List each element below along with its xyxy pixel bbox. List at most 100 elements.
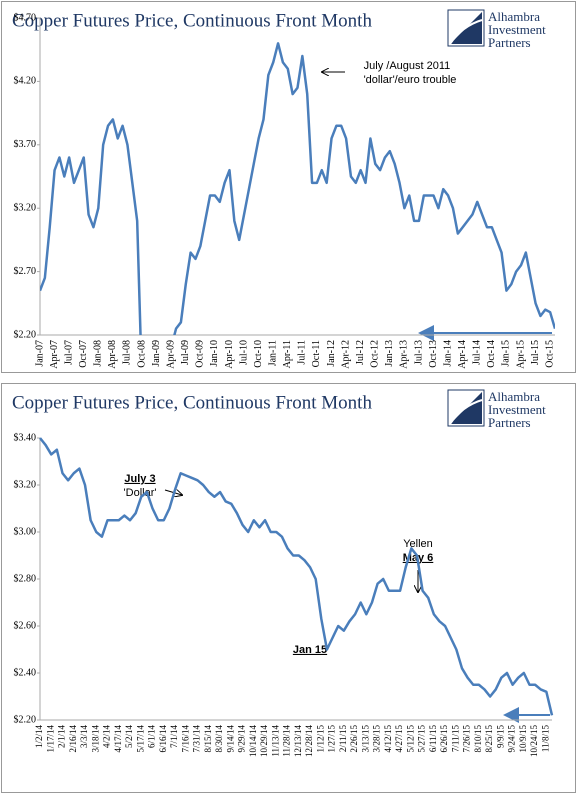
x-tick-label: Jul-08 (122, 340, 133, 365)
x-tick-label: 9/14/14 (225, 725, 235, 753)
y-tick-label: $3.00 (14, 526, 37, 537)
x-tick-label: 12/28/14 (304, 725, 314, 758)
chart-title: Copper Futures Price, Continuous Front M… (12, 10, 372, 31)
x-tick-label: 7/16/14 (180, 725, 190, 753)
x-tick-label: 7/26/15 (462, 725, 472, 753)
x-tick-label: 2/1/14 (57, 725, 67, 749)
x-tick-label: 11/28/14 (282, 725, 292, 757)
x-tick-label: 4/27/15 (394, 725, 404, 753)
x-tick-label: Oct-07 (78, 340, 89, 368)
x-tick-label: 4/2/14 (102, 725, 112, 749)
x-tick-label: Oct-10 (253, 340, 264, 368)
x-tick-label: 12/13/14 (293, 725, 303, 758)
x-tick-label: 5/2/14 (124, 725, 134, 749)
logo-text: Partners (488, 35, 531, 50)
x-tick-label: Jul-11 (297, 340, 308, 365)
x-tick-label: 10/24/15 (529, 725, 539, 758)
x-tick-label: 1/27/15 (327, 725, 337, 753)
logo-text: Alhambra (488, 389, 540, 404)
y-tick-label: $3.70 (14, 139, 37, 150)
x-tick-label: 7/31/14 (192, 725, 202, 753)
annotation: Yellen (403, 538, 433, 550)
y-tick-label: $2.20 (14, 329, 37, 340)
x-tick-label: 8/10/15 (473, 725, 483, 753)
logo-text: Partners (488, 415, 531, 430)
x-tick-label: 6/26/15 (439, 725, 449, 753)
y-tick-label: $4.70 (14, 12, 37, 23)
x-tick-label: Jul-09 (180, 340, 191, 365)
y-tick-label: $2.60 (14, 620, 37, 631)
y-tick-label: $2.80 (14, 573, 37, 584)
chart-title: Copper Futures Price, Continuous Front M… (12, 392, 372, 413)
logo-icon (447, 9, 485, 47)
x-tick-label: Apr-14 (457, 340, 468, 369)
annotation: Jan 15 (293, 644, 327, 656)
x-tick-label: 11/13/14 (270, 725, 280, 757)
x-tick-label: Oct-15 (544, 340, 555, 368)
y-tick-label: $2.40 (14, 667, 37, 678)
x-tick-label: Apr-07 (49, 340, 60, 369)
x-tick-label: 6/16/14 (158, 725, 168, 753)
x-tick-label: 4/12/15 (383, 725, 393, 753)
logo-text: Investment (488, 402, 546, 417)
x-tick-label: Jan-11 (268, 340, 279, 366)
annotation: 'dollar'/euro trouble (364, 74, 457, 86)
x-tick-label: 5/27/15 (417, 725, 427, 753)
price-line (39, 437, 554, 716)
x-tick-label: Jul-13 (413, 340, 424, 365)
x-tick-label: Jul-12 (355, 340, 366, 365)
x-tick-label: 7/1/14 (169, 725, 179, 749)
x-tick-label: Oct-11 (311, 340, 322, 367)
x-tick-label: 9/24/15 (507, 725, 517, 753)
x-tick-label: Apr-10 (224, 340, 235, 369)
x-tick-label: 3/3/14 (79, 725, 89, 749)
x-tick-label: 9/9/15 (495, 725, 505, 749)
x-tick-label: Jan-07 (34, 340, 45, 367)
x-tick-label: 8/25/15 (484, 725, 494, 753)
x-tick-label: Apr-12 (340, 340, 351, 369)
x-tick-label: Jan-14 (442, 340, 453, 367)
x-tick-label: Apr-15 (515, 340, 526, 369)
logo-icon (447, 389, 485, 427)
x-tick-label: 8/15/14 (203, 725, 213, 753)
x-tick-label: Jul-15 (530, 340, 541, 365)
x-tick-label: 1/2/14 (34, 725, 44, 749)
x-tick-label: Jan-08 (93, 340, 104, 367)
x-tick-label: 2/11/15 (338, 725, 348, 753)
x-tick-label: Oct-09 (195, 340, 206, 368)
annotation: July 3 (124, 473, 155, 485)
x-tick-label: 4/17/14 (113, 725, 123, 753)
x-tick-label: Jul-10 (238, 340, 249, 365)
x-tick-label: 2/16/14 (68, 725, 78, 753)
chart-frame (1, 383, 576, 793)
y-tick-label: $3.20 (14, 479, 37, 490)
x-tick-label: 1/12/15 (315, 725, 325, 753)
x-tick-label: Oct-12 (370, 340, 381, 368)
x-tick-label: Oct-08 (136, 340, 147, 368)
logo-text: Investment (488, 22, 546, 37)
annotation: July /August 2011 (364, 60, 451, 72)
x-tick-label: 9/29/14 (237, 725, 247, 753)
x-tick-label: 3/18/14 (90, 725, 100, 753)
y-tick-label: $2.20 (14, 714, 37, 725)
x-tick-label: Apr-13 (399, 340, 410, 369)
x-tick-label: Jan-12 (326, 340, 337, 367)
x-tick-label: 5/12/15 (405, 725, 415, 753)
chart-frame (1, 1, 576, 373)
y-tick-label: $3.20 (14, 202, 37, 213)
x-tick-label: 7/11/15 (450, 725, 460, 753)
x-tick-label: Jan-13 (384, 340, 395, 367)
x-tick-label: 3/28/15 (372, 725, 382, 753)
x-tick-label: Apr-11 (282, 340, 293, 368)
x-tick-label: Jul-14 (472, 340, 483, 365)
x-tick-label: 1/17/14 (45, 725, 55, 753)
x-tick-label: 10/14/14 (248, 725, 258, 758)
y-tick-label: $4.20 (14, 76, 37, 87)
x-tick-label: 3/13/15 (360, 725, 370, 753)
x-tick-label: Apr-09 (165, 340, 176, 369)
y-tick-label: $3.40 (14, 432, 37, 443)
x-tick-label: Apr-08 (107, 340, 118, 369)
x-tick-label: 10/9/15 (518, 725, 528, 753)
x-tick-label: Jul-07 (63, 340, 74, 365)
